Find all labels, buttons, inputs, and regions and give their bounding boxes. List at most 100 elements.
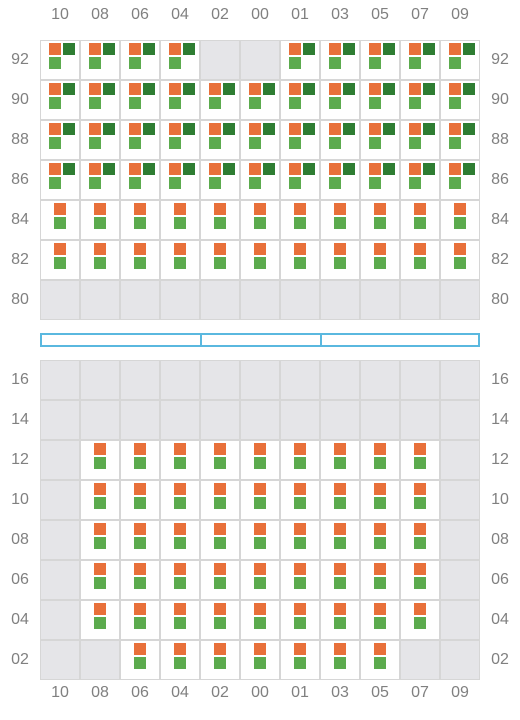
grid-cell-90-05[interactable] xyxy=(360,80,400,120)
grid-cell-12-06[interactable] xyxy=(120,440,160,480)
grid-cell-06-01[interactable] xyxy=(280,560,320,600)
grid-cell-84-10[interactable] xyxy=(40,200,80,240)
grid-cell-86-06[interactable] xyxy=(120,160,160,200)
grid-cell-06-02[interactable] xyxy=(200,560,240,600)
grid-cell-86-10[interactable] xyxy=(40,160,80,200)
grid-cell-10-06[interactable] xyxy=(120,480,160,520)
grid-cell-10-07[interactable] xyxy=(400,480,440,520)
grid-cell-92-04[interactable] xyxy=(160,40,200,80)
grid-cell-92-09[interactable] xyxy=(440,40,480,80)
grid-cell-12-08[interactable] xyxy=(80,440,120,480)
grid-cell-10-02[interactable] xyxy=(200,480,240,520)
grid-cell-02-05[interactable] xyxy=(360,640,400,680)
grid-cell-02-02[interactable] xyxy=(200,640,240,680)
grid-cell-84-06[interactable] xyxy=(120,200,160,240)
grid-cell-88-10[interactable] xyxy=(40,120,80,160)
grid-cell-12-04[interactable] xyxy=(160,440,200,480)
grid-cell-10-03[interactable] xyxy=(320,480,360,520)
grid-cell-86-00[interactable] xyxy=(240,160,280,200)
grid-cell-04-03[interactable] xyxy=(320,600,360,640)
grid-cell-82-07[interactable] xyxy=(400,240,440,280)
grid-cell-12-00[interactable] xyxy=(240,440,280,480)
grid-cell-10-04[interactable] xyxy=(160,480,200,520)
grid-cell-84-07[interactable] xyxy=(400,200,440,240)
grid-cell-12-01[interactable] xyxy=(280,440,320,480)
grid-cell-88-04[interactable] xyxy=(160,120,200,160)
grid-cell-88-00[interactable] xyxy=(240,120,280,160)
grid-cell-86-09[interactable] xyxy=(440,160,480,200)
grid-cell-84-09[interactable] xyxy=(440,200,480,240)
grid-cell-92-08[interactable] xyxy=(80,40,120,80)
grid-cell-86-01[interactable] xyxy=(280,160,320,200)
grid-cell-82-03[interactable] xyxy=(320,240,360,280)
grid-cell-02-00[interactable] xyxy=(240,640,280,680)
grid-cell-06-05[interactable] xyxy=(360,560,400,600)
grid-cell-82-00[interactable] xyxy=(240,240,280,280)
grid-cell-08-07[interactable] xyxy=(400,520,440,560)
grid-cell-10-00[interactable] xyxy=(240,480,280,520)
grid-cell-04-06[interactable] xyxy=(120,600,160,640)
grid-cell-90-08[interactable] xyxy=(80,80,120,120)
grid-cell-92-06[interactable] xyxy=(120,40,160,80)
grid-cell-82-06[interactable] xyxy=(120,240,160,280)
grid-cell-82-05[interactable] xyxy=(360,240,400,280)
grid-cell-92-10[interactable] xyxy=(40,40,80,80)
grid-cell-86-08[interactable] xyxy=(80,160,120,200)
grid-cell-04-08[interactable] xyxy=(80,600,120,640)
grid-cell-86-02[interactable] xyxy=(200,160,240,200)
grid-cell-90-00[interactable] xyxy=(240,80,280,120)
grid-cell-86-07[interactable] xyxy=(400,160,440,200)
grid-cell-08-06[interactable] xyxy=(120,520,160,560)
grid-cell-12-05[interactable] xyxy=(360,440,400,480)
grid-cell-82-10[interactable] xyxy=(40,240,80,280)
grid-cell-82-04[interactable] xyxy=(160,240,200,280)
grid-cell-12-07[interactable] xyxy=(400,440,440,480)
grid-cell-02-04[interactable] xyxy=(160,640,200,680)
grid-cell-88-03[interactable] xyxy=(320,120,360,160)
grid-cell-06-08[interactable] xyxy=(80,560,120,600)
grid-cell-88-02[interactable] xyxy=(200,120,240,160)
grid-cell-12-02[interactable] xyxy=(200,440,240,480)
grid-cell-04-07[interactable] xyxy=(400,600,440,640)
grid-cell-90-01[interactable] xyxy=(280,80,320,120)
grid-cell-86-04[interactable] xyxy=(160,160,200,200)
grid-cell-90-04[interactable] xyxy=(160,80,200,120)
grid-cell-88-06[interactable] xyxy=(120,120,160,160)
grid-cell-84-02[interactable] xyxy=(200,200,240,240)
grid-cell-04-05[interactable] xyxy=(360,600,400,640)
grid-cell-82-02[interactable] xyxy=(200,240,240,280)
grid-cell-04-01[interactable] xyxy=(280,600,320,640)
grid-cell-02-01[interactable] xyxy=(280,640,320,680)
grid-cell-02-03[interactable] xyxy=(320,640,360,680)
grid-cell-86-03[interactable] xyxy=(320,160,360,200)
grid-cell-12-03[interactable] xyxy=(320,440,360,480)
grid-cell-08-02[interactable] xyxy=(200,520,240,560)
grid-cell-86-05[interactable] xyxy=(360,160,400,200)
grid-cell-88-01[interactable] xyxy=(280,120,320,160)
grid-cell-08-00[interactable] xyxy=(240,520,280,560)
grid-cell-84-05[interactable] xyxy=(360,200,400,240)
grid-cell-02-06[interactable] xyxy=(120,640,160,680)
grid-cell-06-00[interactable] xyxy=(240,560,280,600)
grid-cell-92-01[interactable] xyxy=(280,40,320,80)
grid-cell-04-04[interactable] xyxy=(160,600,200,640)
grid-cell-92-03[interactable] xyxy=(320,40,360,80)
grid-cell-08-03[interactable] xyxy=(320,520,360,560)
grid-cell-90-02[interactable] xyxy=(200,80,240,120)
grid-cell-04-00[interactable] xyxy=(240,600,280,640)
grid-cell-84-03[interactable] xyxy=(320,200,360,240)
grid-cell-88-05[interactable] xyxy=(360,120,400,160)
grid-cell-82-09[interactable] xyxy=(440,240,480,280)
grid-cell-06-04[interactable] xyxy=(160,560,200,600)
grid-cell-84-04[interactable] xyxy=(160,200,200,240)
grid-cell-82-08[interactable] xyxy=(80,240,120,280)
grid-cell-08-08[interactable] xyxy=(80,520,120,560)
grid-cell-88-07[interactable] xyxy=(400,120,440,160)
grid-cell-08-04[interactable] xyxy=(160,520,200,560)
grid-cell-90-10[interactable] xyxy=(40,80,80,120)
grid-cell-88-08[interactable] xyxy=(80,120,120,160)
grid-cell-90-09[interactable] xyxy=(440,80,480,120)
grid-cell-10-01[interactable] xyxy=(280,480,320,520)
grid-cell-06-06[interactable] xyxy=(120,560,160,600)
grid-cell-88-09[interactable] xyxy=(440,120,480,160)
